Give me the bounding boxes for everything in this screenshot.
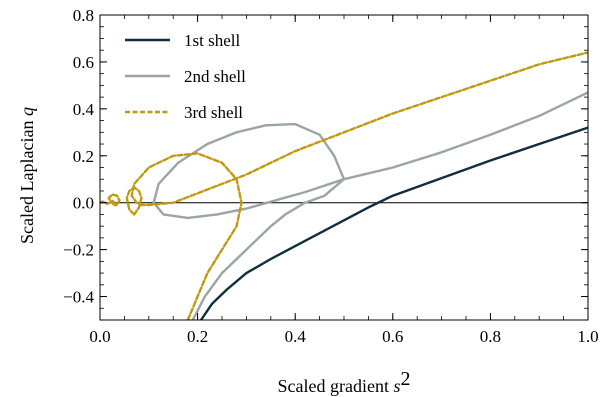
x-tick-label: 1.0 bbox=[577, 327, 598, 346]
legend-label: 3rd shell bbox=[184, 103, 243, 122]
series-line-3 bbox=[130, 51, 588, 320]
legend: 1st shell 2nd shell 3rd shell bbox=[125, 31, 246, 122]
series-line-1 bbox=[199, 126, 588, 320]
x-tick-label: 0.0 bbox=[89, 327, 110, 346]
y-tick-label: 0.2 bbox=[73, 147, 94, 166]
x-tick-label: 0.4 bbox=[285, 327, 307, 346]
plot-area bbox=[100, 51, 588, 320]
legend-label: 1st shell bbox=[184, 31, 240, 50]
y-tick-label: 0.0 bbox=[73, 194, 94, 213]
x-tick-label: 0.2 bbox=[187, 327, 208, 346]
x-axis-label: Scaled gradient s2 bbox=[278, 368, 411, 396]
y-tick-label: 0.4 bbox=[73, 100, 95, 119]
y-tick-label: −0.4 bbox=[63, 288, 94, 307]
series-line-4 bbox=[125, 186, 143, 216]
y-tick-label: 0.8 bbox=[73, 6, 94, 25]
axes: 0.0 0.2 0.4 0.6 0.8 1.0 −0.4 −0.2 0.0 0.2 0.4 0.6 0.… bbox=[63, 6, 598, 346]
x-tick-label: 0.6 bbox=[382, 327, 403, 346]
legend-label: 2nd shell bbox=[184, 67, 246, 86]
y-axis-label: Scaled Laplacian q bbox=[17, 107, 37, 244]
x-tick-label: 0.8 bbox=[480, 327, 501, 346]
series-line-6 bbox=[100, 199, 116, 206]
y-tick-label: 0.6 bbox=[73, 53, 94, 72]
y-tick-label: −0.2 bbox=[63, 241, 94, 260]
axis-labels: Scaled gradient s2 Scaled Laplacian q bbox=[17, 107, 410, 396]
